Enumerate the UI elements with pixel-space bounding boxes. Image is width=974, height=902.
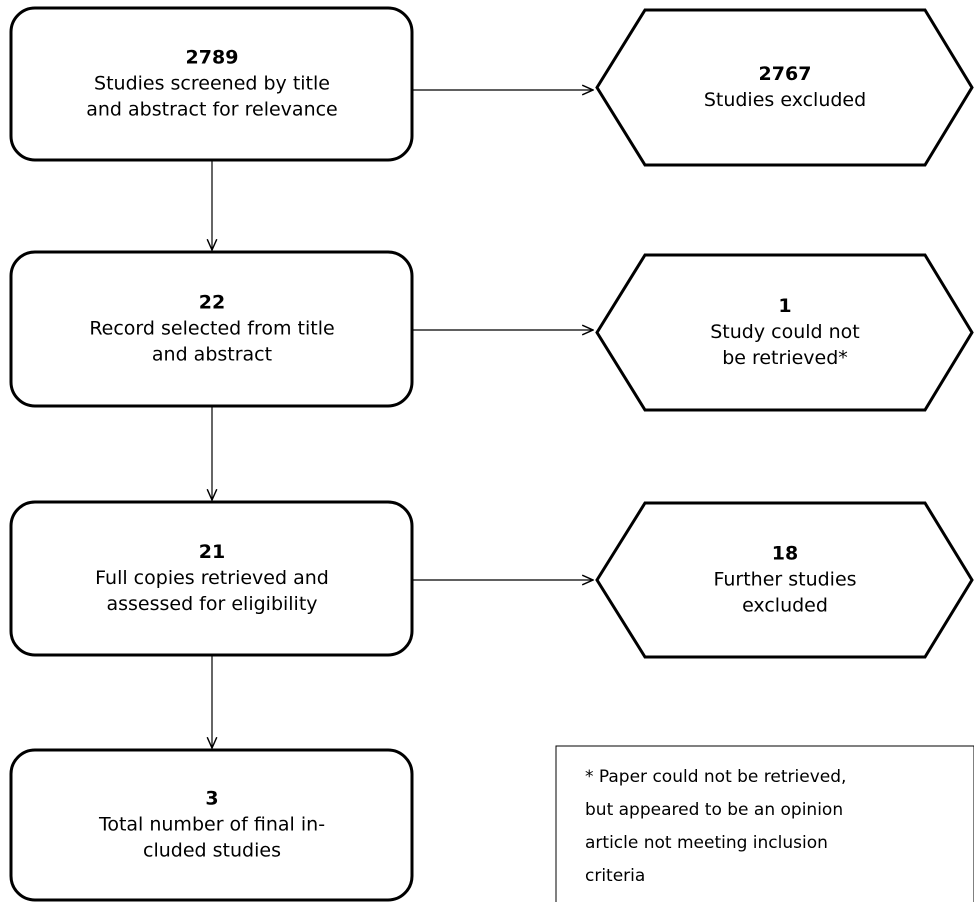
node-count: 22 <box>199 292 225 314</box>
node-text: Total number of final in- <box>98 814 325 836</box>
node-count: 1 <box>778 295 791 317</box>
node-text: be retrieved* <box>722 347 848 369</box>
process-box <box>9 500 414 657</box>
node-text: excluded <box>742 595 828 617</box>
exclusion-hexagon <box>595 253 974 412</box>
node-text: Full copies retrieved and <box>95 567 329 589</box>
node-text: Studies screened by title <box>94 73 330 95</box>
note-text: article not meeting inclusion <box>585 833 828 853</box>
process-box <box>9 6 414 162</box>
node-count: 21 <box>199 541 225 563</box>
note-box <box>555 745 974 902</box>
node-count: 3 <box>205 788 218 810</box>
process-box <box>9 748 414 902</box>
node-count: 2767 <box>759 63 812 85</box>
exclusion-hexagon <box>595 501 974 659</box>
node-text: and abstract <box>152 344 272 366</box>
process-box <box>9 250 414 408</box>
node-text: Studies excluded <box>704 89 866 111</box>
node-text: assessed for eligibility <box>106 593 317 615</box>
exclusion-hexagon <box>595 8 974 167</box>
node-text: and abstract for relevance <box>86 99 338 121</box>
node-text: Study could not <box>710 321 860 343</box>
node-count: 18 <box>772 543 798 565</box>
node-text: Record selected from title <box>89 318 334 340</box>
node-text: Further studies <box>713 569 856 591</box>
note-text: criteria <box>585 866 645 886</box>
node-text: cluded studies <box>143 840 281 862</box>
note-text: * Paper could not be retrieved, <box>585 767 846 787</box>
note-text: but appeared to be an opinion <box>585 800 843 820</box>
node-count: 2789 <box>186 47 239 69</box>
